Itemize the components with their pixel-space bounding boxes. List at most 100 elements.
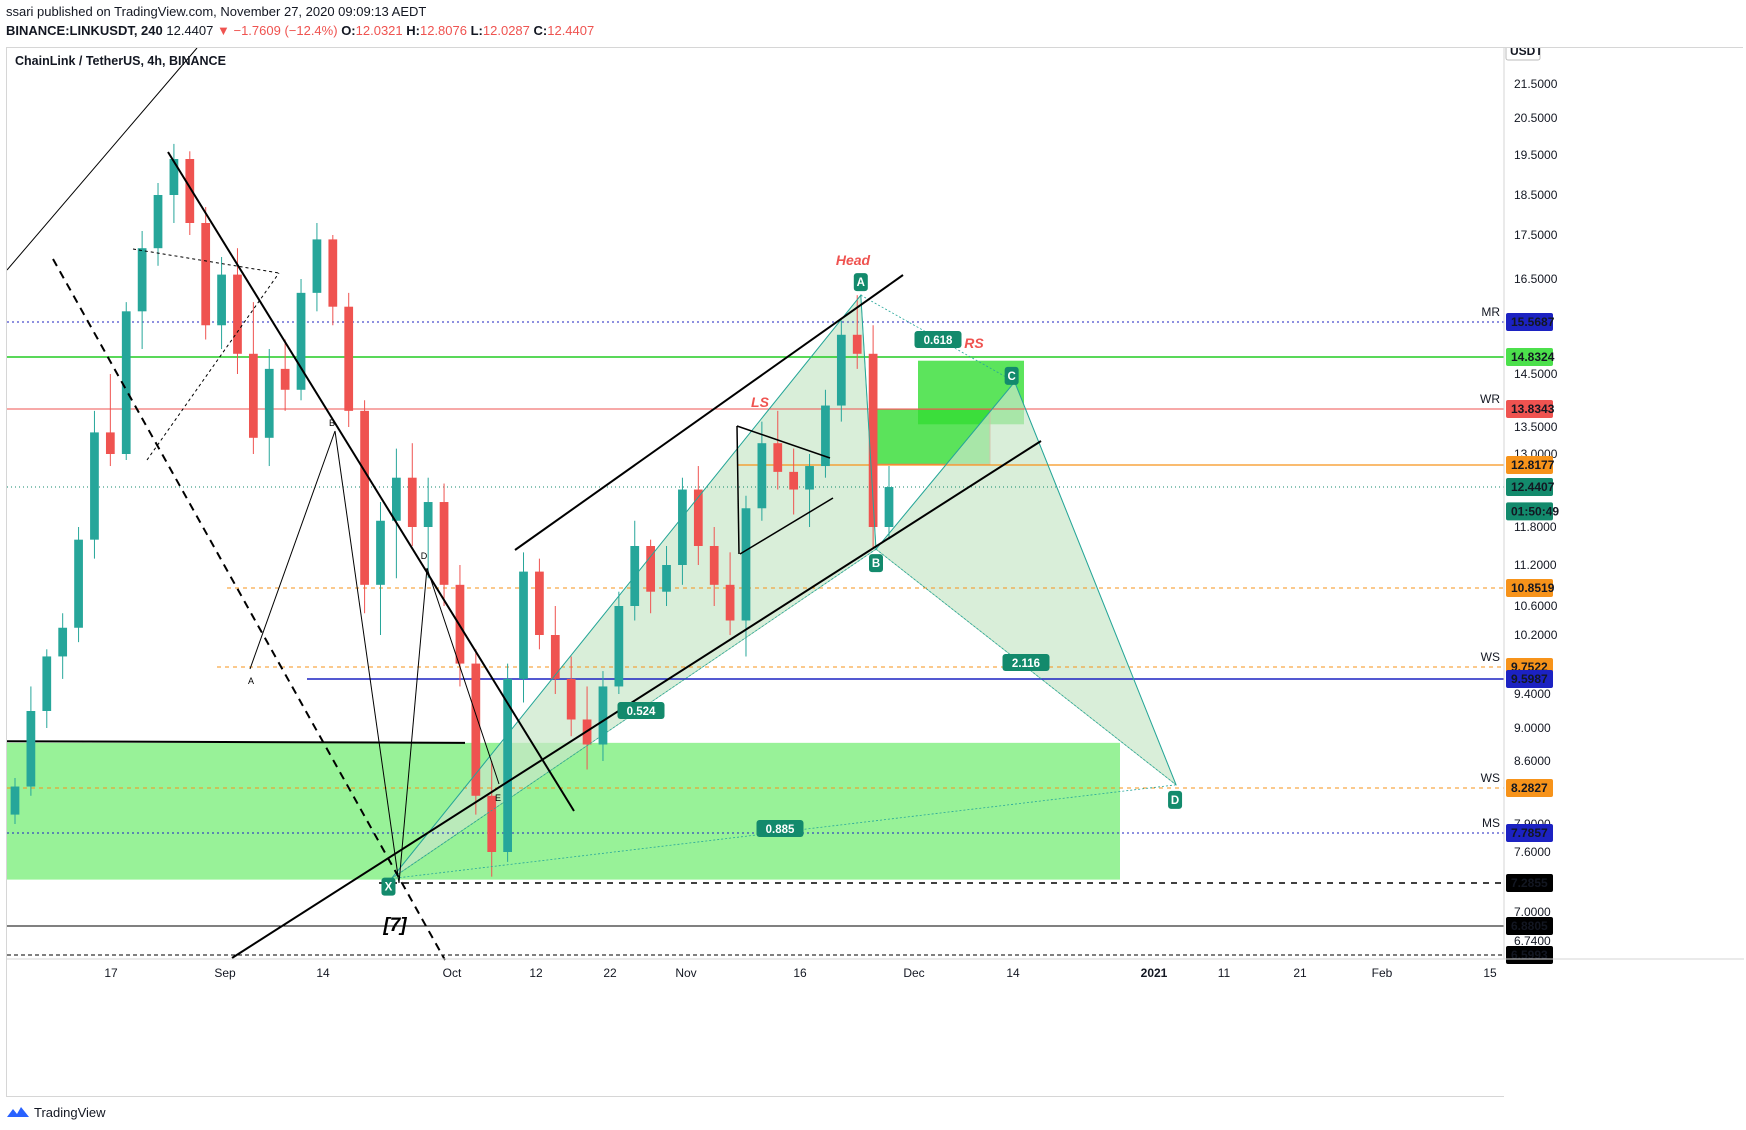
rising-channel-upper <box>514 274 904 551</box>
y-tick-label: 20.5000 <box>1514 111 1558 125</box>
y-tick-label: 9.4000 <box>1514 687 1551 701</box>
y-tick-label: 19.5000 <box>1514 148 1558 162</box>
price-badge-bg <box>1505 48 1541 61</box>
price-badge-label: 14.8324 <box>1511 350 1555 364</box>
neckline <box>7 740 466 744</box>
x-tick-label: 16 <box>793 966 807 980</box>
footer-brand[interactable]: TradingView <box>6 1100 106 1124</box>
candle-body <box>646 546 656 592</box>
candle-body <box>741 508 751 621</box>
candle-body <box>773 443 783 472</box>
price-badge-label: 01:50:49 <box>1511 504 1559 518</box>
point-d-badge: D <box>1168 790 1183 809</box>
price-badge-bg <box>1506 579 1553 597</box>
price-badge-label: 8.2827 <box>1511 781 1548 795</box>
y-tick-label: 10.2000 <box>1514 628 1558 642</box>
levels-layer <box>7 321 1504 956</box>
candle-body <box>423 502 433 527</box>
harmonic-legs <box>391 293 1177 879</box>
candle-body <box>821 405 830 467</box>
x-tick-label: 14 <box>316 966 330 980</box>
annotation-7: [7] <box>382 915 407 936</box>
level-tag: MR <box>1481 305 1500 319</box>
badge-bg <box>1168 790 1183 809</box>
price-badge: 7.2855 <box>1506 874 1553 892</box>
ls-flag-lower <box>739 497 834 555</box>
x-tick-label: 12 <box>529 966 543 980</box>
price-badge-bg <box>1506 478 1553 496</box>
candle-body <box>566 678 576 720</box>
chart-pane[interactable]: A B C D X 0.618 0.524 2.116 0.885 Head LS RS [7] A B D E… <box>6 47 1744 1098</box>
publish-info: ssari published on TradingView.com, Nove… <box>6 4 427 19</box>
x-tick-label: 22 <box>603 966 617 980</box>
price-badge-bg <box>1506 313 1553 331</box>
high-label: H: <box>406 23 420 38</box>
badge-label: D <box>1171 795 1179 807</box>
candle-body <box>392 477 401 521</box>
price-chart[interactable]: A B C D X 0.618 0.524 2.116 0.885 Head LS RS [7] A B D E… <box>7 48 1744 1098</box>
candle-body <box>344 306 354 411</box>
candle-body <box>185 159 195 223</box>
abcde-leg-3 <box>398 567 428 884</box>
candle-body <box>42 656 52 711</box>
x-tick-label: 15 <box>1483 966 1497 980</box>
price-badge-bg <box>1506 824 1553 842</box>
candle-body <box>10 786 20 815</box>
dashed-channel-a <box>132 248 280 274</box>
candle-body <box>439 502 449 585</box>
badge-label: B <box>872 558 880 570</box>
candle-body <box>789 471 799 490</box>
price-badge-label: 9.5987 <box>1511 672 1548 686</box>
high-value: 12.8076 <box>419 23 467 38</box>
point-x-badge: X <box>381 877 396 896</box>
y-tick-label: 14.5000 <box>1514 367 1558 381</box>
candle-body <box>884 487 894 527</box>
badge-bg <box>381 877 396 896</box>
candle-body <box>169 159 179 195</box>
price-badge-label: 6.8805 <box>1511 919 1548 933</box>
chart-header: ssari published on TradingView.com, Nove… <box>0 0 1746 46</box>
price-badge-bg <box>1506 874 1553 892</box>
y-tick-label: 11.2000 <box>1514 558 1557 572</box>
badge-label: X <box>385 882 393 894</box>
candle-body <box>280 368 290 390</box>
y-tick-label: 13.5000 <box>1514 420 1558 434</box>
price-badge-bg <box>1506 779 1553 797</box>
point-a-badge: A <box>853 273 868 292</box>
candle-body <box>137 248 147 312</box>
candle-body <box>105 432 115 454</box>
x-tick-label: 14 <box>1006 966 1020 980</box>
ratio-badge-bg <box>1002 654 1050 671</box>
candle-body <box>535 571 544 635</box>
annotation-b: B <box>329 418 335 428</box>
candle-body <box>598 686 608 745</box>
level-tag: MS <box>1482 816 1500 830</box>
ratio-label: 0.524 <box>627 706 656 718</box>
candle-body <box>74 539 83 628</box>
candle-body <box>153 195 163 249</box>
annotation-e: E <box>495 793 501 803</box>
ratio-badge: 0.524 <box>617 702 665 719</box>
low-value: 12.0287 <box>482 23 530 38</box>
y-tick-label: 16.5000 <box>1514 272 1558 286</box>
point-c-badge: C <box>1004 366 1019 385</box>
x-tick-label: 11 <box>1218 966 1231 980</box>
price-badge: 7.7857 <box>1506 824 1553 842</box>
point-b-badge: B <box>869 554 883 573</box>
y-tick-label: 17.5000 <box>1514 228 1558 242</box>
abcde-leg-4 <box>426 567 500 785</box>
x-tick-label: Sep <box>214 966 236 980</box>
abcde-leg-2 <box>334 430 400 884</box>
candle-body <box>503 678 512 852</box>
price-badge-bg <box>1506 456 1553 474</box>
candle-body <box>90 432 99 540</box>
price-badge: 6.8805 <box>1506 917 1553 935</box>
open-label: O: <box>341 23 356 38</box>
ratio-badge: 2.116 <box>1002 654 1050 671</box>
badge-bg <box>853 273 868 292</box>
candle-body <box>360 410 369 585</box>
candle-body <box>868 353 878 527</box>
badge-label: A <box>857 277 865 289</box>
candle-body <box>312 239 322 293</box>
axis-layer: 21.5000 20.5000 19.5000 18.5000 17.5000 16.50… <box>7 48 1744 1098</box>
